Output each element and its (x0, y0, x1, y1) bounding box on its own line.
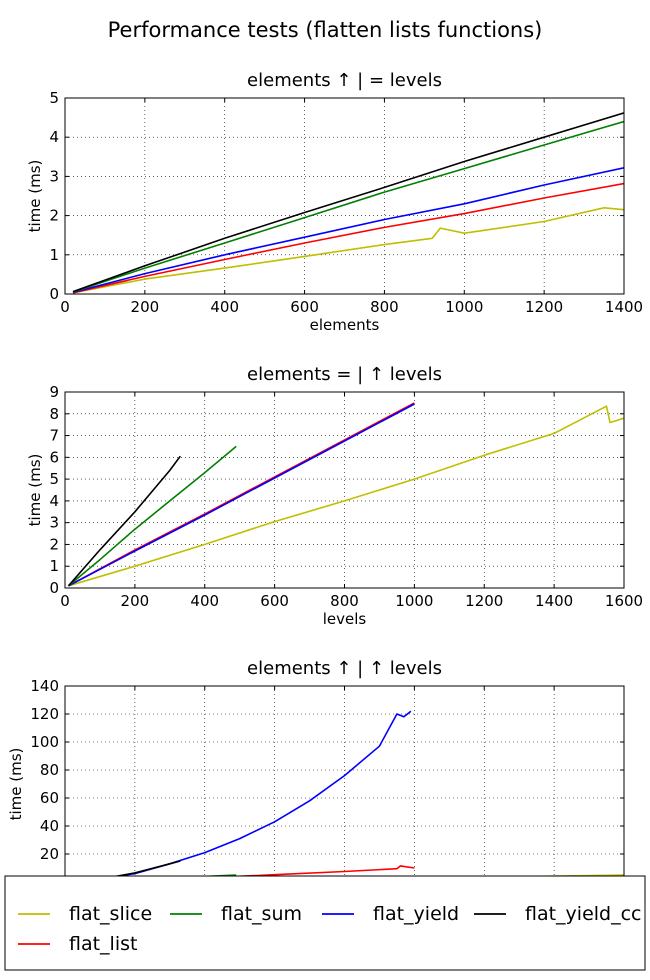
x-tick-label: 1000 (445, 298, 483, 316)
y-tick-label: 120 (30, 705, 59, 723)
series-line-flat-yield (68, 403, 415, 587)
series-line-flat-yield-cc (72, 112, 624, 293)
chart-title: elements = | ↑ levels (247, 364, 442, 385)
x-tick-label: 0 (60, 298, 70, 316)
plot-frame (64, 391, 625, 589)
legend-label: flat_yield_cc (525, 903, 642, 925)
series-line-flat-list (72, 182, 624, 294)
x-tick-label: 1200 (465, 592, 503, 610)
x-tick-label: 400 (190, 592, 219, 610)
series-group (68, 710, 624, 882)
x-tick-label: 200 (131, 298, 160, 316)
x-tick-label: 400 (210, 298, 239, 316)
y-tick-label: 1 (49, 246, 59, 264)
legend-label: flat_slice (69, 903, 152, 925)
chart-1: 0 200 400 600 800 1000 1200 1400 0 1 2 3 4 5 elements … (26, 70, 643, 334)
y-tick-label: 5 (49, 89, 59, 107)
figure-title: Performance tests (flatten lists functio… (108, 18, 543, 42)
charts-group: 0 200 400 600 800 1000 1200 1400012345elements … (7, 70, 643, 904)
y-tick-label: 4 (49, 492, 59, 510)
x-tick-label: 1000 (395, 592, 433, 610)
legend-label: flat_yield (373, 903, 459, 925)
legend-frame (4, 875, 646, 971)
y-tick-label: 20 (40, 845, 59, 863)
y-tick-label: 4 (49, 128, 59, 146)
series-group (67, 402, 624, 587)
y-tick-label: 0 (49, 579, 59, 597)
y-tick-label: 1 (49, 557, 59, 575)
legend: flat_slice flat_sum flat_yield flat_yield_c… (4, 875, 646, 971)
legend-entry-flat-sum: flat_sum (170, 903, 302, 925)
series-line-flat-list (68, 402, 415, 587)
series-line-flat-yield-cc (67, 455, 181, 587)
x-axis-label: elements (310, 316, 380, 334)
legend-entry-flat-slice: flat_slice (18, 903, 152, 925)
x-tick-label: 600 (290, 298, 319, 316)
x-tick-label: 200 (121, 592, 150, 610)
x-tick-label: 600 (260, 592, 289, 610)
y-axis-label: time (ms) (7, 748, 25, 821)
x-tick-label: 800 (330, 592, 359, 610)
y-tick-label: 80 (40, 761, 59, 779)
y-tick-label: 40 (40, 817, 59, 835)
chart-title: elements ↑ | ↑ levels (247, 658, 442, 679)
x-tick-label: 1600 (605, 592, 643, 610)
y-tick-label: 5 (49, 470, 59, 488)
legend-entry-flat-list: flat_list (18, 933, 137, 955)
series-line-flat-slice (72, 207, 624, 294)
x-tick-label: 1400 (535, 592, 573, 610)
y-axis-label: time (ms) (26, 454, 44, 527)
plot-frame (64, 97, 625, 295)
y-tick-label: 8 (49, 405, 59, 423)
x-tick-label: 0 (60, 592, 70, 610)
y-tick-label: 3 (49, 167, 59, 185)
y-tick-label: 9 (49, 383, 59, 401)
chart-title: elements ↑ | = levels (247, 70, 442, 91)
legend-label: flat_sum (221, 903, 302, 925)
series-line-flat-yield (72, 167, 624, 294)
legend-entry-flat-yield-cc: flat_yield_cc (474, 903, 642, 925)
y-tick-label: 2 (49, 207, 59, 225)
x-tick-label: 1400 (605, 298, 643, 316)
series-line-flat-sum (67, 445, 237, 587)
x-axis-label: levels (323, 610, 367, 628)
y-tick-label: 7 (49, 427, 59, 445)
y-axis-label: time (ms) (26, 160, 44, 233)
series-line-flat-yield (68, 710, 412, 882)
legend-entry-flat-yield: flat_yield (322, 903, 459, 925)
y-tick-label: 2 (49, 535, 59, 553)
x-tick-label: 800 (370, 298, 399, 316)
y-tick-label: 140 (30, 677, 59, 695)
y-tick-label: 6 (49, 448, 59, 466)
chart-2: 0 200 400 600 800 1000 1200 1400 16000123456789e… (26, 364, 643, 628)
chart-3: 0200400600800100012001400160002040608010… (7, 658, 643, 904)
y-tick-label: 100 (30, 733, 59, 751)
series-line-flat-sum (72, 120, 624, 293)
series-line-flat-slice (68, 405, 624, 587)
y-tick-label: 60 (40, 789, 59, 807)
series-group (72, 112, 624, 294)
y-tick-label: 3 (49, 514, 59, 532)
plot-frame (64, 685, 625, 883)
x-tick-label: 1200 (525, 298, 563, 316)
legend-label: flat_list (69, 933, 137, 955)
y-tick-label: 0 (49, 285, 59, 303)
